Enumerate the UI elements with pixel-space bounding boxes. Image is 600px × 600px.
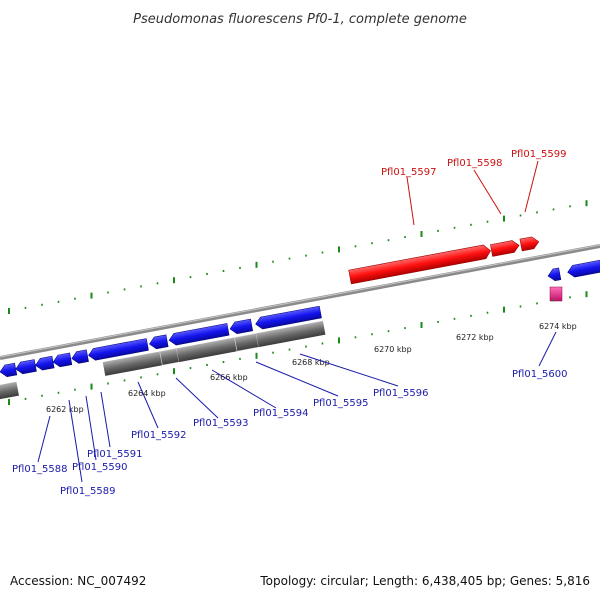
tick-label-6266: 6266 kbp (210, 373, 248, 382)
label-pfl01-5596[interactable]: Pfl01_5596 (373, 388, 429, 399)
leader-5597 (406, 176, 415, 226)
leader-5593 (175, 377, 219, 419)
leader-5591 (100, 391, 111, 448)
accession-text: Accession: NC_007492 (10, 574, 146, 588)
tick-label-6274: 6274 kbp (539, 322, 577, 331)
label-pfl01-5588[interactable]: Pfl01_5588 (12, 464, 68, 475)
leader-5594 (211, 369, 277, 409)
outer-tick-ring (8, 200, 588, 314)
tick-label-6268: 6268 kbp (292, 358, 330, 367)
gray-segment-1[interactable] (102, 351, 163, 376)
gene-pfl01-5594[interactable] (168, 323, 230, 346)
label-pfl01-5590[interactable]: Pfl01_5590 (72, 462, 128, 473)
genome-summary-text: Topology: circular; Length: 6,438,405 bp… (259, 574, 590, 588)
gene-pfl01-5596[interactable] (254, 305, 322, 330)
label-pfl01-5597[interactable]: Pfl01_5597 (381, 167, 437, 178)
forward-strand-genes (348, 236, 540, 285)
leader-5600 (538, 331, 557, 367)
gray-segment-2[interactable] (159, 347, 180, 366)
gene-pfl01-5588[interactable] (0, 362, 18, 378)
gene-pfl01-5591b[interactable] (71, 349, 89, 365)
label-pfl01-5592[interactable]: Pfl01_5592 (131, 430, 187, 441)
gene-pfl01-5590[interactable] (34, 355, 55, 371)
leader-5592 (137, 381, 159, 429)
label-pfl01-5594[interactable]: Pfl01_5594 (253, 408, 309, 419)
gene-pfl01-5593[interactable] (148, 334, 169, 350)
leader-5596 (299, 353, 399, 387)
gray-feature-track-left (0, 381, 19, 403)
tick-label-6262: 6262 kbp (46, 405, 84, 414)
gene-pfl01-5595[interactable] (229, 318, 254, 335)
gray-segment-5[interactable] (256, 320, 326, 348)
gene-pfl01-5598[interactable] (490, 239, 520, 257)
gene-pfl01-5599[interactable] (519, 236, 540, 252)
gray-segment-3[interactable] (176, 337, 238, 363)
label-pfl01-5599[interactable]: Pfl01_5599 (511, 149, 567, 160)
map-title: Pseudomonas fluorescens Pf0-1, complete … (133, 12, 467, 27)
leader-5590 (85, 395, 97, 461)
gene-pfl01-5597[interactable] (348, 244, 492, 285)
leader-5589 (68, 399, 83, 483)
gene-pfl01-5592[interactable] (87, 338, 149, 362)
gene-pfl01-5601[interactable] (567, 256, 600, 278)
leader-5588 (37, 415, 51, 463)
leader-lines (37, 160, 557, 483)
label-pfl01-5600[interactable]: Pfl01_5600 (512, 369, 568, 380)
leader-5599 (524, 160, 539, 213)
label-pfl01-5593[interactable]: Pfl01_5593 (193, 418, 249, 429)
gene-pfl01-5591[interactable] (52, 352, 73, 368)
reverse-strand-genes-right (547, 256, 600, 282)
label-pfl01-5598[interactable]: Pfl01_5598 (447, 158, 503, 169)
tick-label-6264: 6264 kbp (128, 389, 166, 398)
tick-label-6270: 6270 kbp (374, 345, 412, 354)
tick-label-6272: 6272 kbp (456, 333, 494, 342)
gray-feature-track (102, 320, 326, 376)
inner-tick-ring (8, 291, 588, 405)
gray-segment-4[interactable] (234, 333, 259, 352)
gene-pfl01-5589[interactable] (15, 359, 37, 375)
genome-backbone (0, 244, 600, 360)
leader-5598 (473, 169, 502, 215)
gene-labels: Pfl01_5588 Pfl01_5589 Pfl01_5590 Pfl01_5… (12, 149, 568, 497)
gene-pfl01-5600[interactable] (547, 267, 562, 282)
pink-feature[interactable] (549, 286, 563, 302)
genome-backbone-highlight (0, 244, 600, 358)
leader-5595 (255, 361, 339, 397)
gray-segment-0[interactable] (0, 381, 19, 403)
label-pfl01-5589[interactable]: Pfl01_5589 (60, 486, 116, 497)
label-pfl01-5595[interactable]: Pfl01_5595 (313, 398, 369, 409)
label-pfl01-5591[interactable]: Pfl01_5591 (87, 449, 143, 460)
reverse-strand-genes (0, 305, 322, 378)
